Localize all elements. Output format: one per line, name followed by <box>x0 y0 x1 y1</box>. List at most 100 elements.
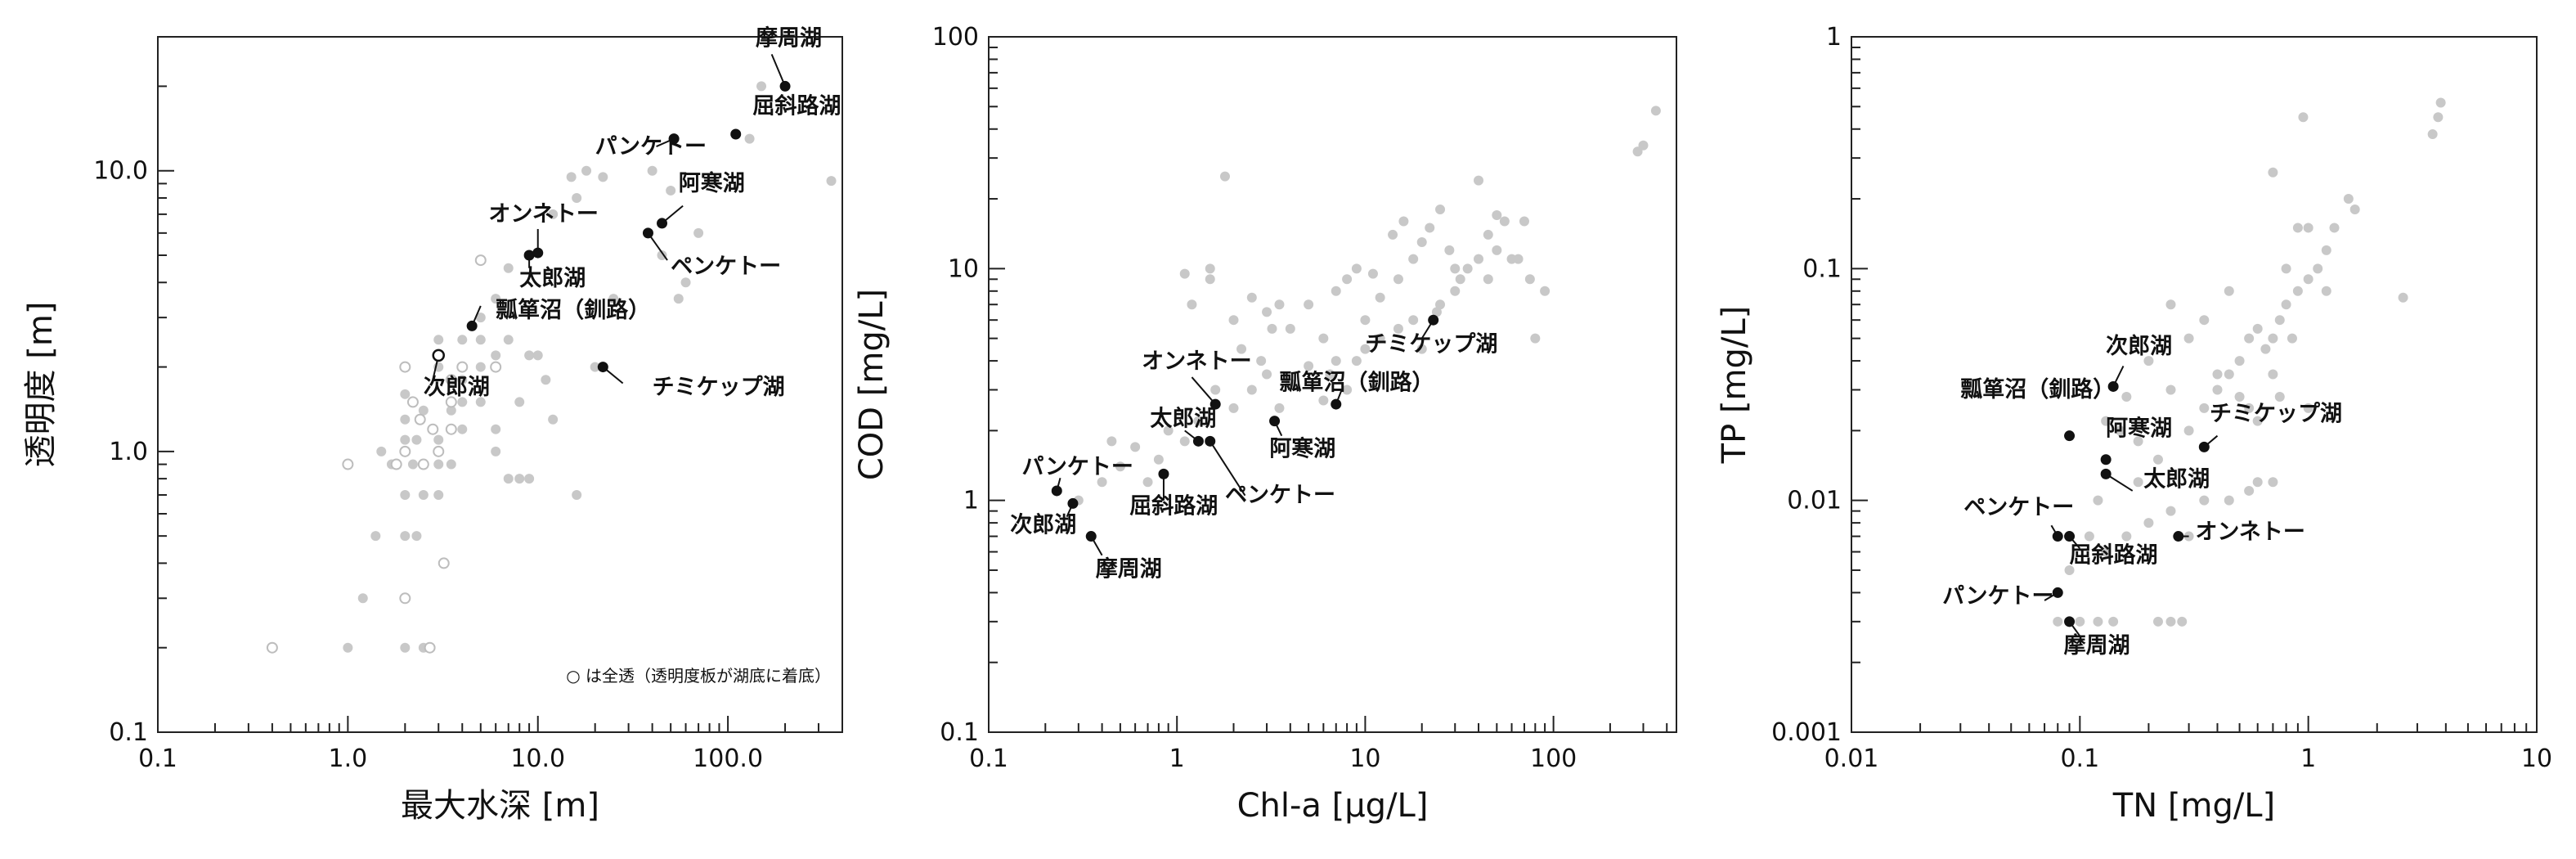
data-point-open <box>474 254 487 267</box>
lake-annotation: パンケトー <box>595 134 707 160</box>
data-point-open <box>342 458 354 470</box>
highlight-point <box>730 128 742 140</box>
highlight-point <box>642 227 653 239</box>
data-point <box>433 459 444 470</box>
data-point <box>1431 307 1442 317</box>
data-point <box>400 434 411 445</box>
data-point <box>2252 323 2263 334</box>
data-point <box>400 642 411 653</box>
data-point <box>572 490 582 501</box>
y-tick-label: 1 <box>1826 23 1842 52</box>
data-point-open <box>445 423 457 435</box>
data-point-open <box>424 641 436 654</box>
data-point <box>2212 369 2223 380</box>
data-point <box>2224 369 2234 380</box>
data-point <box>2084 531 2094 542</box>
data-point <box>2101 416 2112 426</box>
lake-annotation: 阿寒湖 <box>1269 436 1335 462</box>
highlight-point <box>2064 616 2076 627</box>
data-point <box>411 434 422 445</box>
data-point <box>2252 477 2263 488</box>
data-point <box>2133 436 2143 447</box>
data-point <box>2435 97 2446 108</box>
data-point <box>647 165 657 176</box>
data-point <box>400 414 411 425</box>
y-axis-label: COD [mg/L] <box>853 289 891 480</box>
data-point <box>376 446 387 456</box>
plot-frame <box>157 36 843 733</box>
data-point <box>2212 385 2223 395</box>
x-tick-label: 1 <box>2300 744 2316 773</box>
data-point <box>1483 229 1493 240</box>
data-point-open <box>456 361 469 373</box>
lake-annotation: 瓢箪沼（釧路） <box>496 297 650 323</box>
data-point <box>446 459 456 470</box>
data-point <box>411 531 422 542</box>
data-point <box>1267 323 1277 334</box>
lake-annotation: 摩周湖 <box>756 25 822 51</box>
data-point <box>2165 506 2176 516</box>
data-point <box>1351 263 1362 274</box>
data-point <box>370 531 381 542</box>
data-point <box>1540 286 1551 296</box>
data-point <box>2133 477 2143 488</box>
data-point <box>524 350 535 361</box>
highlight-point <box>2198 441 2210 452</box>
data-point <box>581 165 592 176</box>
data-point-open <box>399 445 411 457</box>
lake-annotation: 太郎湖 <box>1150 406 1216 431</box>
data-point <box>491 294 501 304</box>
highlight-point <box>1158 468 1169 479</box>
highlight-point <box>657 218 668 229</box>
lake-annotation: 太郎湖 <box>2143 466 2210 492</box>
data-point <box>1210 385 1221 395</box>
data-point <box>1367 268 1378 279</box>
data-point <box>666 185 676 196</box>
data-point <box>1179 268 1190 279</box>
data-point <box>1342 274 1353 285</box>
data-point <box>1650 106 1661 116</box>
highlight-point <box>1209 398 1221 410</box>
data-point <box>2165 616 2176 627</box>
x-axis-label: Chl-a [µg/L] <box>1237 787 1429 825</box>
data-point-open <box>445 396 457 408</box>
data-point <box>2224 495 2234 506</box>
highlight-point <box>466 320 478 331</box>
highlight-point <box>1085 531 1097 542</box>
data-point <box>1262 369 1272 380</box>
highlight-point <box>2064 430 2076 442</box>
lake-annotation: パンケトー <box>1022 454 1133 479</box>
lake-annotation: 瓢箪沼（釧路） <box>1960 376 2115 403</box>
highlight-point <box>2052 531 2063 542</box>
highlight-point <box>1192 435 1204 447</box>
lake-annotation: 摩周湖 <box>2064 632 2130 659</box>
lake-annotation: 摩周湖 <box>1096 556 1162 582</box>
highlight-point <box>2052 587 2063 598</box>
data-point-open <box>414 413 426 425</box>
data-point <box>826 176 837 187</box>
data-point <box>2321 286 2331 296</box>
data-point <box>475 362 486 372</box>
data-point <box>1360 315 1371 326</box>
y-tick-label: 0.1 <box>940 718 979 747</box>
data-point-open <box>399 592 411 605</box>
data-point <box>2287 333 2297 344</box>
data-point <box>756 81 767 92</box>
x-tick-label: 10 <box>2521 744 2552 773</box>
data-point <box>2075 616 2085 627</box>
data-point <box>491 424 501 434</box>
data-point <box>2064 564 2075 575</box>
data-point <box>2268 333 2278 344</box>
highlight-point <box>523 250 535 261</box>
data-point <box>1256 356 1267 367</box>
lake-annotation: 次郎湖 <box>1010 512 1076 537</box>
data-point <box>1304 299 1314 310</box>
data-point-open <box>417 458 429 470</box>
data-point <box>1492 245 1502 255</box>
data-point <box>1318 395 1329 406</box>
data-point <box>1450 286 1461 296</box>
data-point <box>2298 112 2309 123</box>
data-point <box>407 459 418 470</box>
data-point <box>2152 454 2163 465</box>
